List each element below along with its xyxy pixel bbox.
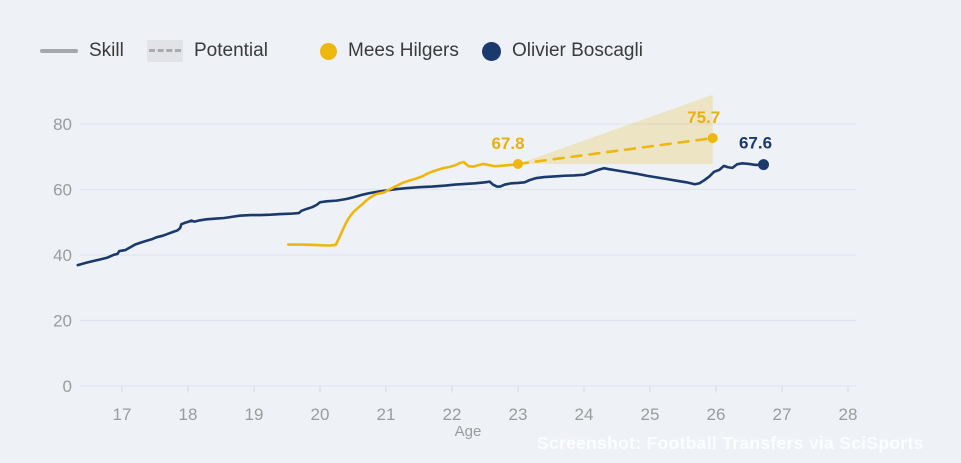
x-tick-label: 21 [377,405,396,424]
legend-item-skill[interactable]: Skill [40,38,124,64]
y-tick-label: 80 [53,115,72,134]
data-point-marker[interactable] [513,158,523,169]
x-tick-label: 20 [311,405,330,424]
legend-item-olivier-boscagli[interactable]: Olivier Boscagli [482,38,643,64]
skill-line-swatch-icon [40,49,78,53]
x-tick-label: 25 [641,405,660,424]
hilgers-potential-line[interactable] [516,136,715,166]
legend-item-mees-hilgers[interactable]: Mees Hilgers [320,38,459,64]
y-tick-label: 40 [53,246,72,265]
legend-item-potential[interactable]: Potential [147,38,268,64]
watermark: Screenshot: Football Transfers via SciSp… [537,433,924,453]
x-tick-label: 17 [113,405,132,424]
navy-dot-icon [482,41,501,61]
x-tick-label: 23 [509,405,528,424]
legend-skill-label: Skill [89,40,124,61]
value-label-67.8: 67.8 [491,134,524,153]
x-tick-label: 26 [707,405,726,424]
x-tick-label: 24 [575,405,594,424]
x-tick-label: 19 [245,405,264,424]
gold-dot-icon [320,42,337,60]
x-tick-label: 22 [443,405,462,424]
x-tick-label: 18 [179,405,198,424]
dash-icon [149,49,181,52]
data-point-marker[interactable] [707,133,718,144]
y-tick-label: 0 [63,377,72,396]
legend-hilgers-label: Mees Hilgers [348,40,459,61]
y-tick-label: 20 [53,312,72,331]
hilgers-skill-line[interactable] [287,160,520,247]
potential-cone [518,94,713,164]
value-label-75.7: 75.7 [687,108,720,127]
legend-boscagli-label: Olivier Boscagli [512,40,643,61]
x-tick-label: 28 [839,405,858,424]
x-axis-title: Age [455,423,482,440]
potential-dashed-swatch-icon [147,40,183,62]
value-label-67.6: 67.6 [739,134,772,153]
boscagli-skill-line[interactable] [76,162,765,267]
legend-potential-label: Potential [194,40,268,61]
x-tick-label: 27 [773,405,792,424]
data-point-marker[interactable] [758,159,770,171]
y-tick-label: 60 [53,181,72,200]
